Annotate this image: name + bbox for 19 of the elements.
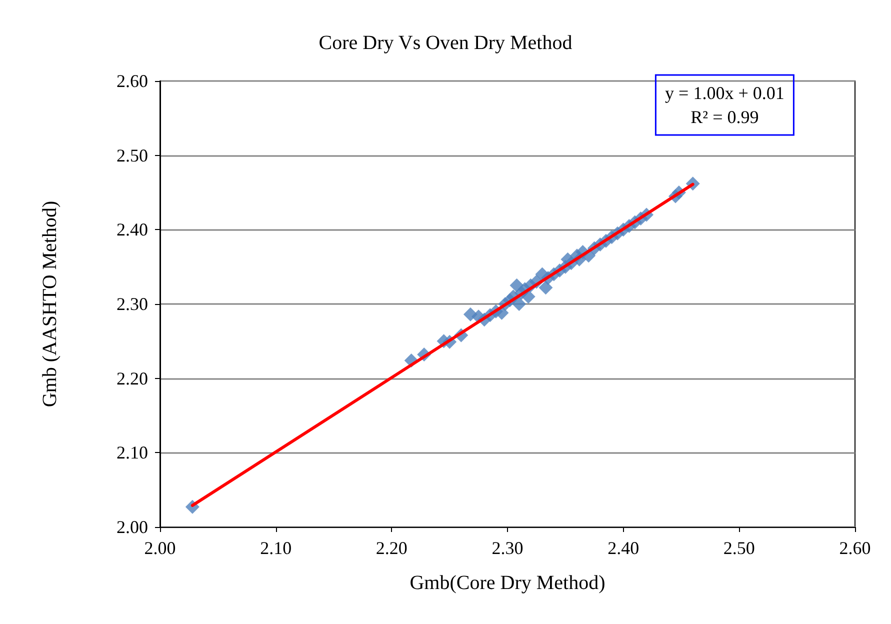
x-tick-label: 2.50 xyxy=(723,538,755,558)
y-axis-title: Gmb (AASHTO Method) xyxy=(39,200,61,408)
x-tick-label: 2.00 xyxy=(144,538,176,558)
y-tick-label: 2.00 xyxy=(116,517,148,537)
x-tick-label: 2.40 xyxy=(608,538,640,558)
chart-title: Core Dry Vs Oven Dry Method xyxy=(318,32,572,54)
x-axis-title: Gmb(Core Dry Method) xyxy=(410,572,606,594)
x-tick-label: 2.60 xyxy=(839,538,871,558)
y-tick-label: 2.30 xyxy=(116,294,148,314)
annotation: y = 1.00x + 0.01 xyxy=(665,83,784,103)
y-tick-label: 2.60 xyxy=(116,71,148,91)
annotation: R² = 0.99 xyxy=(690,107,759,127)
y-tick-label: 2.10 xyxy=(116,442,148,463)
y-tick-label: 2.40 xyxy=(116,220,148,240)
x-tick-label: 2.20 xyxy=(376,538,408,558)
y-tick-label: 2.50 xyxy=(116,145,148,166)
x-tick-label: 2.10 xyxy=(260,538,292,558)
y-tick-label: 2.20 xyxy=(116,368,148,388)
x-tick-label: 2.30 xyxy=(492,538,524,558)
